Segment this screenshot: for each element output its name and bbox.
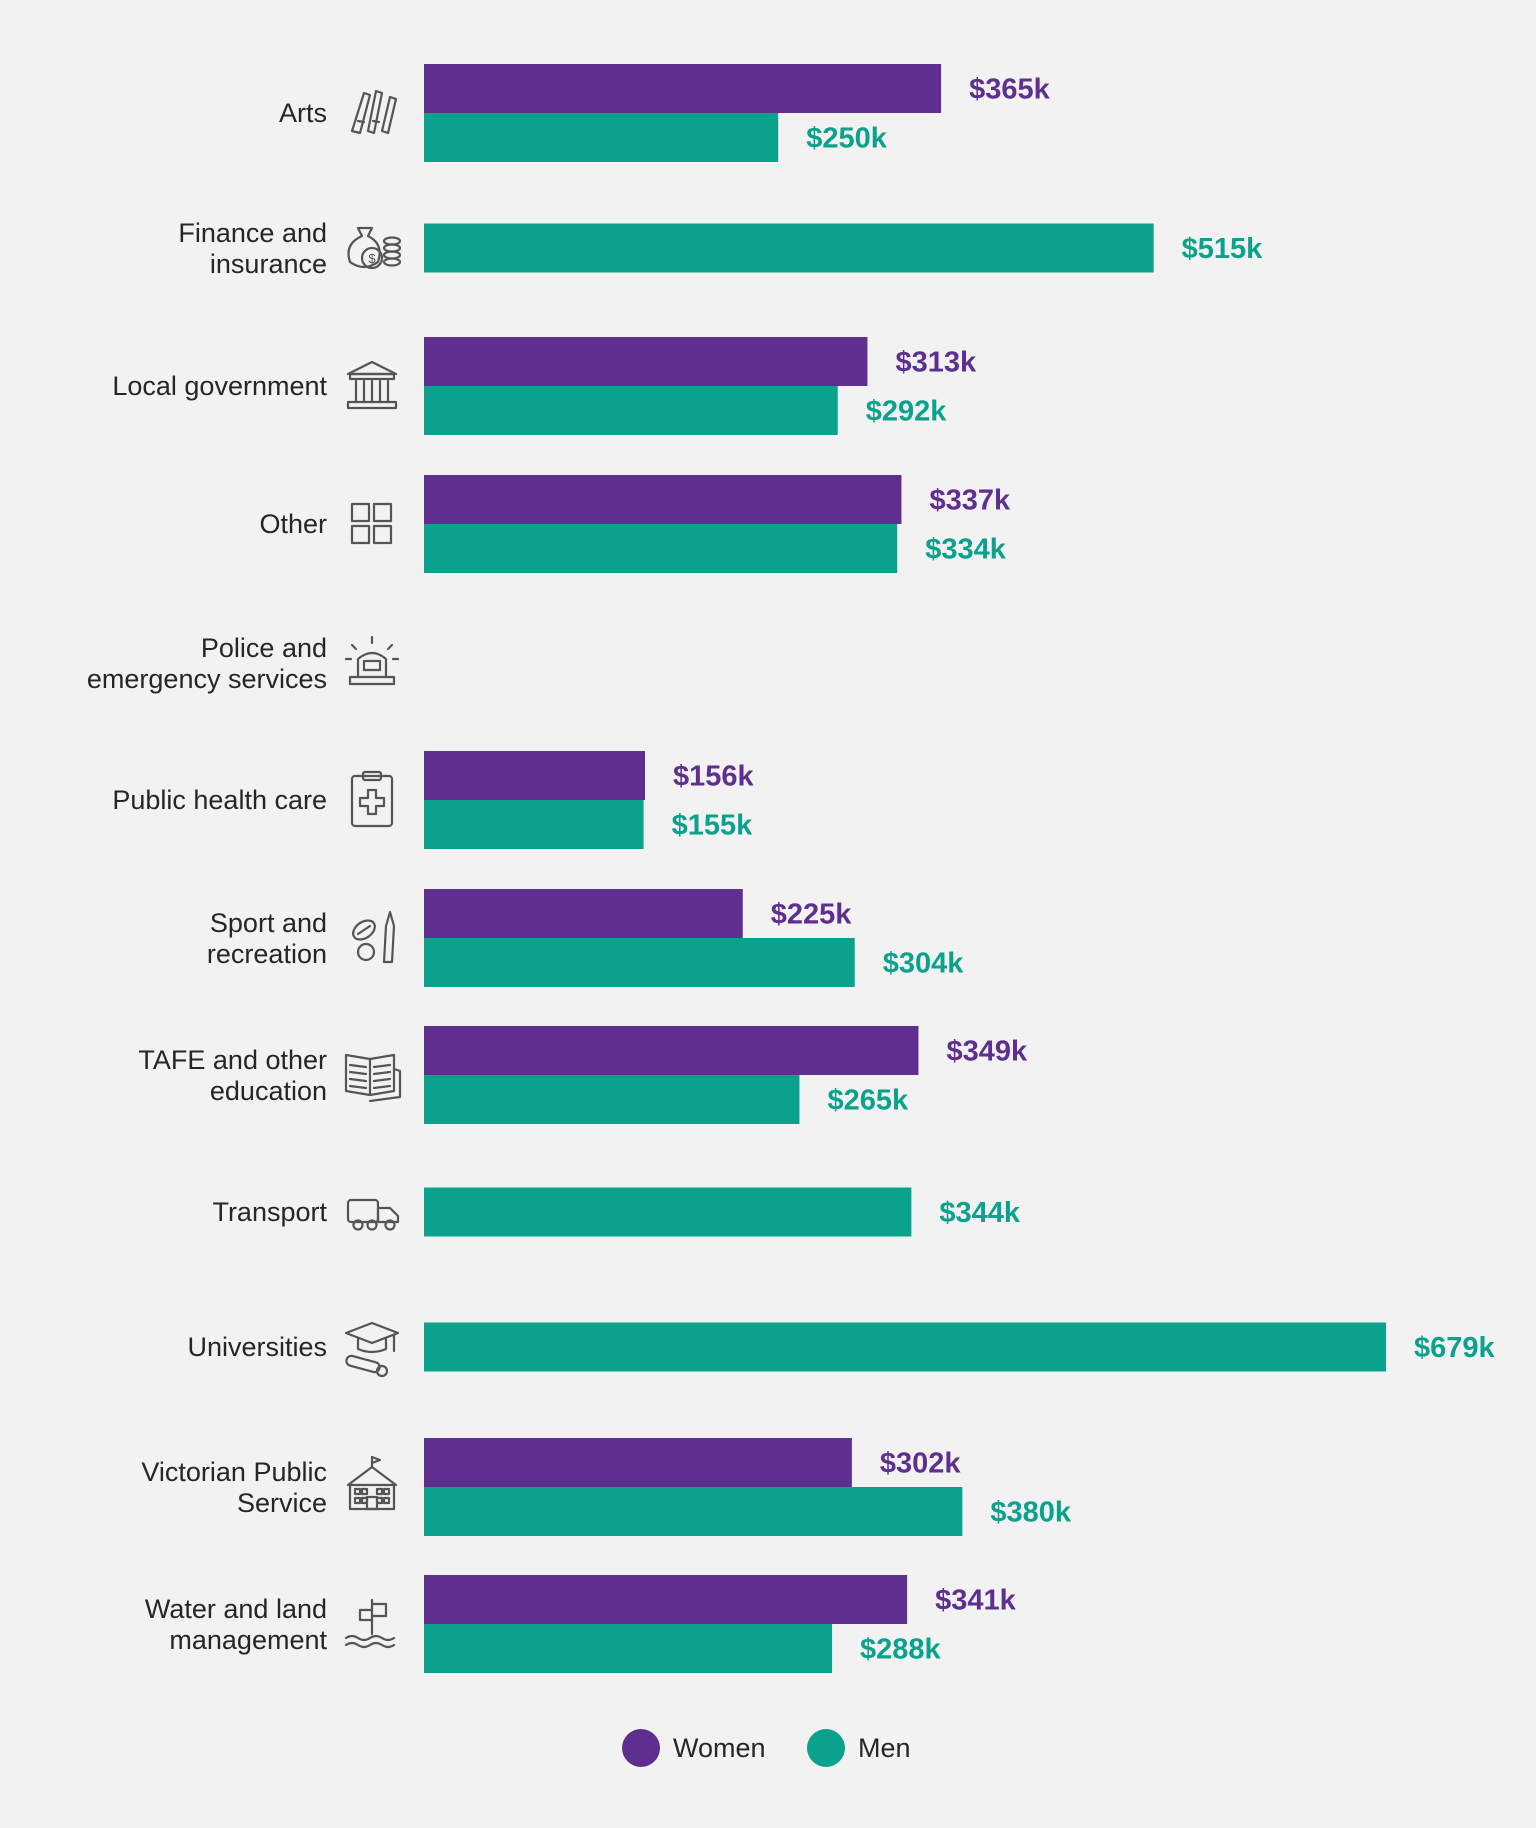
truck-icon [346,1198,400,1231]
category-label: insurance [210,249,327,279]
category-label: Local government [112,371,327,401]
value-label-women: $313k [895,347,977,379]
graduation-cap-diploma-icon [344,1321,400,1378]
grid-squares-icon [350,502,393,545]
bar-men [424,938,855,987]
open-book-icon [344,1053,402,1103]
bar-men [424,1624,833,1673]
bar-women [424,1438,852,1487]
bar-men [424,1487,963,1536]
legend-men: Men [807,1729,911,1767]
category-label: Transport [212,1197,327,1227]
value-label-men: $265k [827,1085,909,1117]
bar-men [424,113,779,162]
bar-women [424,337,868,386]
bar-men [424,1075,800,1124]
signpost-water-icon [344,1598,396,1649]
legend-men-swatch [807,1729,845,1767]
value-label-men: $288k [860,1634,942,1666]
value-label-men: $380k [990,1497,1072,1529]
bar-men [424,524,898,573]
legend: Women Men [622,1729,911,1767]
value-label-women: $225k [771,899,853,931]
value-label-men: $250k [806,123,888,155]
legend-women-swatch [622,1729,660,1767]
medical-clipboard-icon [350,770,394,828]
money-bag-coins-icon: $ [347,226,402,270]
bar-women [424,1026,919,1075]
value-label-men: $679k [1414,1332,1496,1364]
category-label: Sport and [210,908,327,938]
value-label-women: $349k [946,1036,1028,1068]
category-row: Local government $313k $292k [112,337,977,435]
category-label: emergency services [87,664,327,694]
value-label-women: $337k [929,485,1011,517]
bar-women [424,64,942,113]
bar-men [424,800,644,849]
category-label: Water and land [145,1594,327,1624]
bar-women [424,475,902,524]
paintbrush-pencils-icon [350,89,398,135]
bar-women [424,751,646,800]
category-row: Arts $365k $250k [279,64,1051,162]
category-row: Public health care $156k $155k [112,751,755,849]
value-label-women: $302k [880,1448,962,1480]
value-label-men: $155k [672,810,754,842]
svg-text:$: $ [368,251,376,266]
bar-men [424,386,838,435]
category-label: Universities [187,1332,327,1362]
category-row: Other $337k $334k [259,475,1011,573]
bar-women [424,889,743,938]
category-label: recreation [207,939,327,969]
bar-men [424,1187,912,1237]
value-label-men: $334k [925,534,1007,566]
value-label-women: $341k [935,1585,1017,1617]
emergency-siren-icon [344,635,400,686]
category-label: TAFE and other [138,1045,327,1075]
bar-women [424,1575,908,1624]
category-label: Service [237,1488,327,1518]
value-label-women: $156k [673,761,755,793]
government-building-icon [346,360,398,410]
value-label-men: $515k [1182,233,1264,265]
category-label: Arts [279,98,327,128]
sports-ball-bat-icon [352,910,396,964]
value-label-men: $304k [883,948,965,980]
category-label: Other [259,509,327,539]
legend-women-label: Women [673,1733,766,1763]
bar-men [424,223,1154,273]
legend-women: Women [622,1729,766,1767]
school-building-icon [346,1455,398,1511]
category-label: management [169,1625,327,1655]
category-label: Public health care [112,785,327,815]
value-label-women: $365k [969,74,1051,106]
legend-men-label: Men [858,1733,911,1763]
category-row: Transport $344k [212,1187,1021,1237]
value-label-men: $292k [866,396,948,428]
category-row: Universities $679k [187,1321,1496,1378]
bar-men [424,1322,1386,1372]
category-label: Finance and [178,218,327,248]
category-label: education [210,1076,327,1106]
category-label: Victorian Public [141,1457,327,1487]
value-label-men: $344k [939,1197,1021,1229]
category-label: Police and [201,633,327,663]
